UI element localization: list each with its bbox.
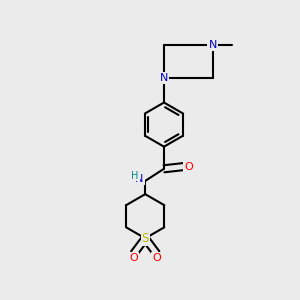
Text: O: O [152, 253, 161, 263]
Text: H: H [131, 171, 139, 181]
Text: O: O [184, 162, 193, 172]
Text: S: S [142, 232, 149, 245]
Text: N: N [208, 40, 217, 50]
Text: O: O [130, 253, 138, 263]
Text: N: N [160, 73, 168, 83]
Text: N: N [135, 174, 144, 184]
